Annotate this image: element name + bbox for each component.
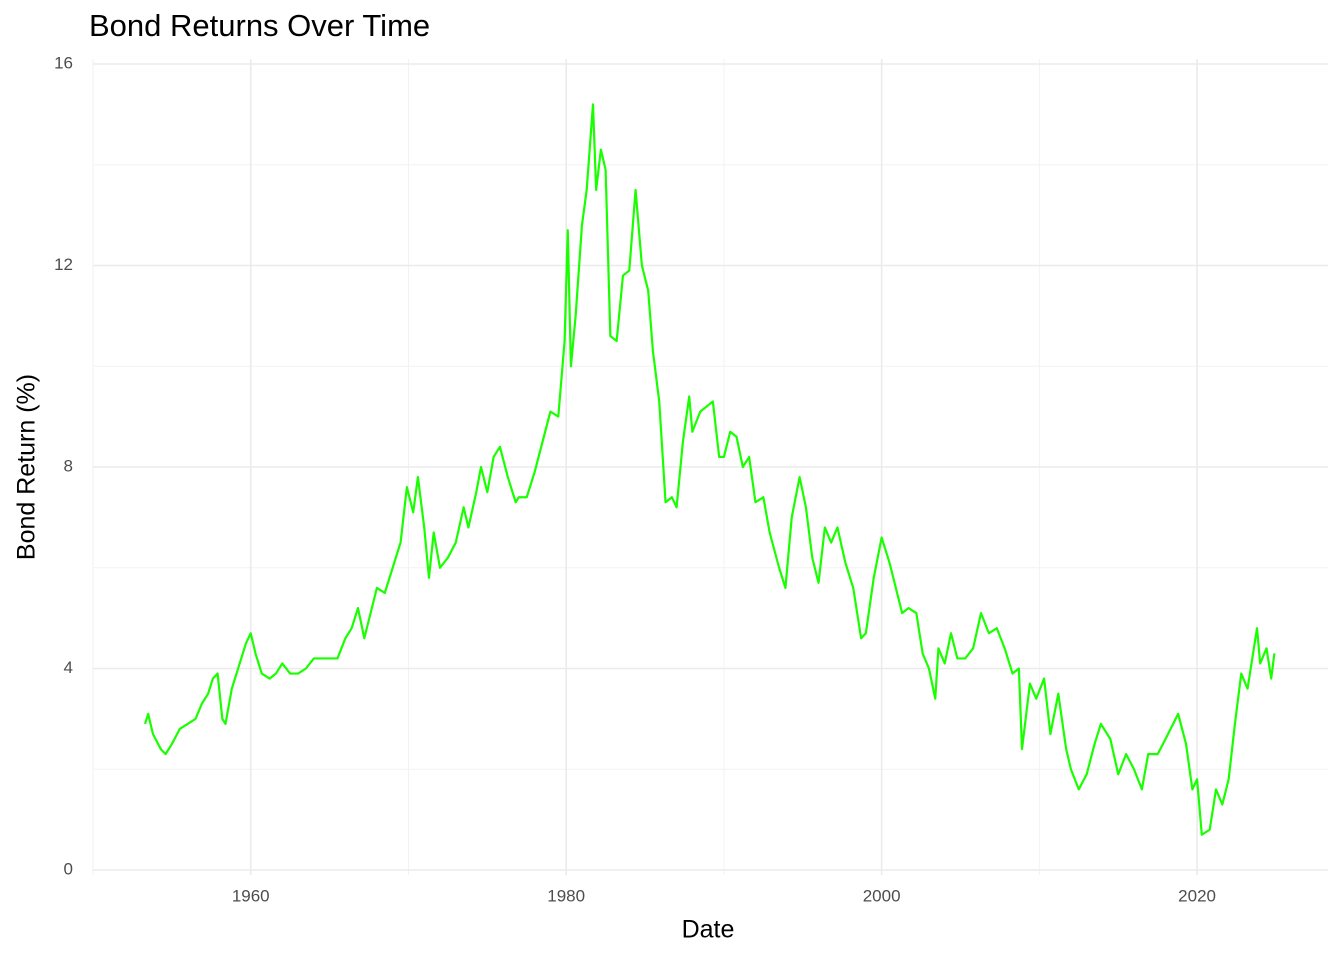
x-tick-label: 2000: [863, 886, 901, 905]
x-tick-label: 1980: [547, 886, 585, 905]
x-tick-label: 2020: [1178, 886, 1216, 905]
y-axis-title: Bond Return (%): [13, 374, 41, 560]
chart-title: Bond Returns Over Time: [89, 8, 430, 43]
x-axis-title: Date: [682, 916, 735, 944]
y-tick-label: 16: [54, 53, 73, 72]
y-tick-label: 4: [64, 658, 73, 677]
x-tick-label: 1960: [232, 886, 270, 905]
y-tick-label: 8: [64, 456, 73, 475]
y-tick-label: 0: [64, 859, 73, 878]
data-line: [144, 103, 1276, 836]
y-tick-label: 12: [54, 255, 73, 274]
